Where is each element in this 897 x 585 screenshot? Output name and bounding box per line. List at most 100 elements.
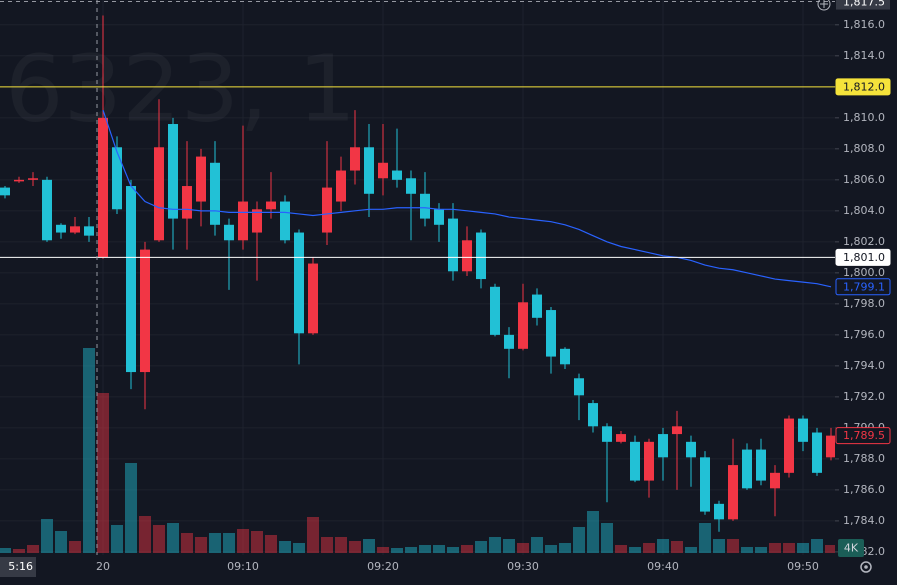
volume-bar: [265, 535, 277, 553]
volume-bar: [755, 547, 767, 553]
crosshair-time-box: [0, 557, 36, 577]
candle-body: [462, 240, 472, 272]
volume-bar: [209, 533, 221, 553]
candle-body: [714, 503, 724, 520]
volume-bar: [559, 543, 571, 553]
candle-body: [644, 441, 654, 481]
candle-body: [140, 249, 150, 373]
candle-body: [546, 310, 556, 357]
volume-bar: [769, 543, 781, 553]
volume-bar: [503, 539, 515, 553]
y-tick-label: 1,800.0: [843, 266, 885, 279]
vwap-line: [102, 109, 832, 288]
volume-bar: [251, 531, 263, 553]
y-tick-label: 1,804.0: [843, 204, 885, 217]
volume-bar: [321, 537, 333, 553]
volume-bar: [419, 545, 431, 553]
volume-bar: [237, 529, 249, 553]
crosshair-time-label: 5:16: [8, 560, 33, 573]
candle-body: [826, 435, 836, 458]
x-tick-label: 09:10: [227, 560, 259, 573]
volume-bar: [83, 348, 95, 553]
x-tick-label: 09:50: [787, 560, 819, 573]
volume-bar: [97, 393, 109, 553]
volume-bar: [587, 511, 599, 553]
y-tick-label: 1,784.0: [843, 514, 885, 527]
crosshair-price-label: 1,817.5: [843, 0, 885, 9]
last-price-box: [835, 427, 891, 445]
last-price-label: 1,789.5: [843, 429, 885, 442]
candle-body: [420, 193, 430, 219]
volume-bar: [783, 543, 795, 553]
candle-body: [280, 201, 290, 241]
volume-bar: [727, 539, 739, 553]
x-tick-label: 20: [96, 560, 110, 573]
candle-body: [56, 224, 66, 233]
volume-bar: [671, 541, 683, 553]
volume-bar: [181, 533, 193, 553]
candle-body: [700, 457, 710, 512]
volume-bar: [741, 547, 753, 553]
candle-body: [490, 286, 500, 335]
volume-bar: [111, 525, 123, 553]
candle-body: [434, 209, 444, 225]
candle-body: [42, 179, 52, 241]
candle-body: [28, 178, 38, 180]
volume-bar: [195, 537, 207, 553]
price-line-box: [835, 78, 891, 96]
volume-bar: [55, 531, 67, 553]
candle-body: [70, 226, 80, 233]
candle-body: [182, 186, 192, 219]
volume-bar: [27, 545, 39, 553]
volume-bar: [223, 533, 235, 553]
candle-body: [364, 147, 374, 194]
y-tick-label: 1,816.0: [843, 18, 885, 31]
volume-bar: [615, 545, 627, 553]
candle-body: [238, 201, 248, 241]
add-button[interactable]: [817, 0, 831, 11]
y-tick-label: 1,788.0: [843, 452, 885, 465]
volume-bar: [811, 539, 823, 553]
candle-body: [560, 348, 570, 365]
settings-button[interactable]: [860, 561, 872, 573]
candle-body: [154, 147, 164, 241]
candle-body: [448, 218, 458, 272]
candle-body: [84, 226, 94, 236]
candle-body: [784, 418, 794, 473]
y-tick-label: 1,814.0: [843, 49, 885, 62]
volume-bar: [629, 547, 641, 553]
volume-bar: [405, 547, 417, 553]
x-tick-label: 09:30: [507, 560, 539, 573]
crosshair-price-box: [836, 0, 890, 10]
candle-body: [112, 147, 122, 210]
vwap-label: 1,799.1: [843, 280, 885, 293]
y-tick-label: 1,794.0: [843, 359, 885, 372]
volume-bar: [531, 537, 543, 553]
volume-bar: [643, 543, 655, 553]
candle-body: [476, 232, 486, 280]
candle-body: [224, 224, 234, 241]
candle-body: [728, 465, 738, 520]
volume-bar: [601, 523, 613, 553]
volume-bar: [13, 549, 25, 553]
volume-bar: [489, 537, 501, 553]
add-icon: [820, 0, 828, 8]
candle-body: [812, 432, 822, 473]
volume-bar: [125, 463, 137, 553]
candle-body: [392, 170, 402, 180]
candle-body: [322, 187, 332, 233]
volume-pane: [0, 348, 837, 553]
candle-body: [518, 302, 528, 349]
x-tick-label: 09:20: [367, 560, 399, 573]
candle-body: [532, 294, 542, 318]
candle-body: [210, 162, 220, 225]
candle-body: [14, 179, 24, 182]
candle-body: [504, 334, 514, 349]
volume-bar: [825, 545, 837, 553]
volume-label: 4K: [844, 542, 859, 555]
time-axis: [0, 555, 897, 585]
plot: [0, 15, 836, 532]
volume-bar: [433, 545, 445, 553]
volume-bar: [377, 547, 389, 553]
